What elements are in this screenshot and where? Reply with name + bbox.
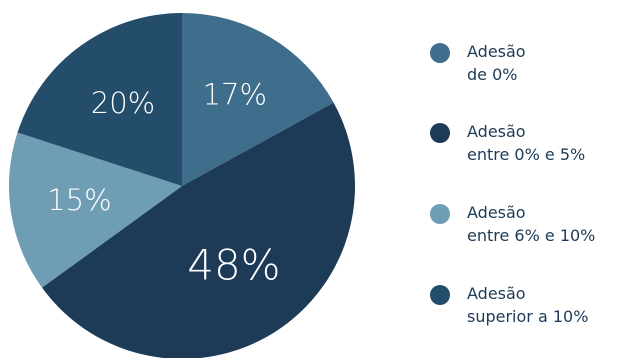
legend-label-1-line-1: Adesão xyxy=(467,122,526,141)
legend-item-1: Adesão entre 0% e 5% xyxy=(430,120,618,164)
legend-item-3: Adesão superior a 10% xyxy=(430,282,618,326)
legend-label-0-line-1: Adesão xyxy=(467,42,526,61)
legend: Adesão de 0% Adesão entre 0% e 5% Adesão… xyxy=(430,40,618,364)
legend-label-0: Adesão de 0% xyxy=(467,40,526,86)
legend-label-2: Adesão entre 6% e 10% xyxy=(467,201,595,247)
legend-item-0: Adesão de 0% xyxy=(430,40,618,84)
legend-label-1: Adesão entre 0% e 5% xyxy=(467,120,585,166)
legend-label-3-line-2: superior a 10% xyxy=(467,307,589,326)
pie-slice-3 xyxy=(17,13,182,186)
legend-label-2-line-2: entre 6% e 10% xyxy=(467,226,596,245)
legend-label-2-line-1: Adesão xyxy=(467,203,526,222)
pie-slice-label-0: 17% xyxy=(203,78,267,112)
pie-slices xyxy=(9,13,355,358)
legend-label-0-line-2: de 0% xyxy=(467,65,518,84)
legend-label-3-line-1: Adesão xyxy=(467,284,526,303)
pie-slice-0 xyxy=(182,13,334,186)
pie-labels: 17% 48% 15% 20% xyxy=(47,78,280,290)
legend-swatch-3 xyxy=(430,285,450,305)
legend-label-1-line-2: entre 0% e 5% xyxy=(467,145,586,164)
legend-item-2: Adesão entre 6% e 10% xyxy=(430,201,618,245)
pie-slice-1 xyxy=(42,102,355,358)
legend-swatch-0 xyxy=(430,43,450,63)
pie-slice-label-3: 20% xyxy=(91,86,155,120)
pie-slice-2 xyxy=(9,132,182,288)
legend-label-3: Adesão superior a 10% xyxy=(467,282,588,328)
pie-slice-label-1: 48% xyxy=(187,240,280,289)
legend-swatch-1 xyxy=(430,123,450,143)
pie-slice-label-2: 15% xyxy=(47,183,111,217)
legend-swatch-2 xyxy=(430,204,450,224)
